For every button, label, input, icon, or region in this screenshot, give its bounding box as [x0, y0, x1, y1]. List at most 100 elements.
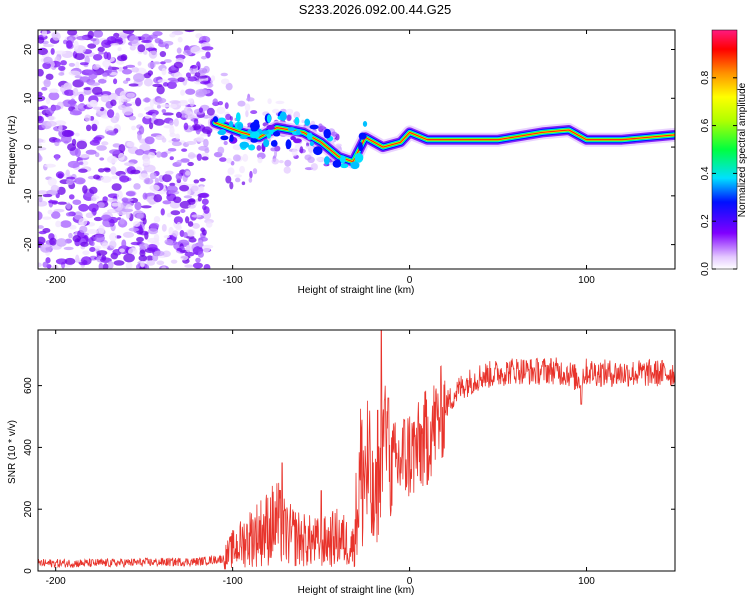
- noise-blob: [38, 153, 42, 162]
- ridge-blob: [266, 124, 275, 130]
- noise-blob: [156, 85, 165, 95]
- ridge-blob: [212, 116, 219, 123]
- noise-blob: [203, 138, 209, 148]
- noise-blob: [146, 260, 156, 266]
- noise-blob: [78, 168, 88, 173]
- noise-blob: [78, 161, 84, 165]
- noise-blob: [52, 31, 61, 41]
- scatter-blob: [241, 181, 246, 186]
- noise-blob: [127, 247, 138, 256]
- noise-blob: [58, 124, 63, 132]
- noise-blob: [133, 221, 141, 227]
- scatter-blob: [232, 144, 242, 151]
- noise-blob: [173, 196, 182, 204]
- noise-blob: [184, 216, 190, 224]
- noise-blob: [101, 242, 109, 249]
- noise-blob: [190, 65, 198, 69]
- noise-blob: [51, 264, 59, 269]
- scatter-blob: [291, 149, 298, 157]
- noise-blob: [148, 122, 154, 130]
- noise-blob: [119, 218, 125, 225]
- noise-blob: [100, 214, 112, 222]
- noise-blob: [79, 76, 91, 83]
- spectrogram-x-tick-label: 0: [407, 275, 413, 286]
- ridge-blob: [362, 120, 368, 127]
- noise-blob: [66, 178, 74, 186]
- noise-blob: [198, 107, 203, 113]
- noise-blob: [45, 257, 51, 264]
- scatter-blob: [315, 157, 323, 162]
- noise-blob: [176, 247, 182, 252]
- noise-blob: [65, 212, 73, 217]
- noise-blob: [74, 177, 86, 185]
- scatter-blob: [220, 78, 230, 85]
- noise-blob: [205, 221, 213, 228]
- scatter-blob: [270, 147, 277, 152]
- scatter-blob: [283, 166, 291, 174]
- noise-blob: [163, 59, 172, 63]
- snr-y-tick-label: 600: [23, 377, 34, 394]
- noise-blob: [143, 78, 153, 87]
- noise-blob: [38, 262, 42, 268]
- scatter-blob: [206, 107, 215, 116]
- noise-blob: [191, 214, 202, 218]
- noise-blob: [128, 227, 140, 232]
- noise-blob: [164, 43, 169, 50]
- noise-blob: [180, 89, 186, 96]
- noise-blob: [79, 62, 89, 66]
- noise-blob: [63, 246, 74, 251]
- noise-blob: [151, 113, 157, 118]
- noise-blob: [203, 264, 211, 269]
- noise-blob: [88, 82, 101, 86]
- noise-blob: [79, 225, 88, 234]
- noise-blob: [86, 229, 98, 235]
- snr-x-tick-label: 100: [578, 576, 595, 587]
- noise-blob: [149, 222, 160, 229]
- scatter-blob: [284, 159, 292, 167]
- noise-blob: [175, 133, 180, 140]
- noise-blob: [110, 99, 117, 107]
- noise-blob: [93, 174, 101, 180]
- noise-blob: [175, 173, 183, 181]
- noise-blob: [125, 191, 136, 197]
- noise-blob: [82, 250, 90, 256]
- ridge-blob: [247, 129, 253, 134]
- scatter-blob: [244, 103, 251, 112]
- scatter-blob: [225, 175, 232, 184]
- noise-blob: [100, 94, 110, 103]
- noise-blob: [200, 55, 207, 60]
- noise-blob: [103, 51, 109, 60]
- noise-blob: [193, 179, 200, 184]
- scatter-blob: [242, 153, 249, 162]
- scatter-blob: [211, 75, 216, 82]
- noise-blob: [185, 88, 196, 95]
- noise-blob: [67, 30, 78, 36]
- noise-blob: [100, 175, 112, 183]
- noise-blob: [65, 202, 72, 210]
- noise-blob: [205, 51, 211, 59]
- noise-blob: [68, 232, 73, 239]
- noise-blob: [146, 255, 154, 262]
- noise-blob: [162, 200, 172, 205]
- noise-blob: [40, 244, 51, 248]
- noise-blob: [68, 70, 81, 76]
- noise-blob: [106, 130, 116, 136]
- noise-blob: [50, 185, 60, 192]
- noise-blob: [141, 40, 152, 44]
- noise-blob: [85, 212, 94, 219]
- noise-blob: [107, 198, 118, 202]
- noise-blob: [43, 56, 53, 64]
- noise-blob: [125, 262, 133, 269]
- noise-blob: [72, 199, 82, 205]
- ridge-blob: [270, 140, 278, 147]
- noise-blob: [156, 97, 167, 104]
- noise-blob: [145, 47, 158, 51]
- noise-blob: [125, 77, 131, 82]
- noise-blob: [73, 211, 83, 220]
- noise-blob: [66, 176, 76, 180]
- noise-blob: [110, 166, 117, 175]
- noise-blob: [97, 168, 105, 173]
- scatter-blob: [223, 140, 228, 146]
- noise-blob: [139, 249, 146, 257]
